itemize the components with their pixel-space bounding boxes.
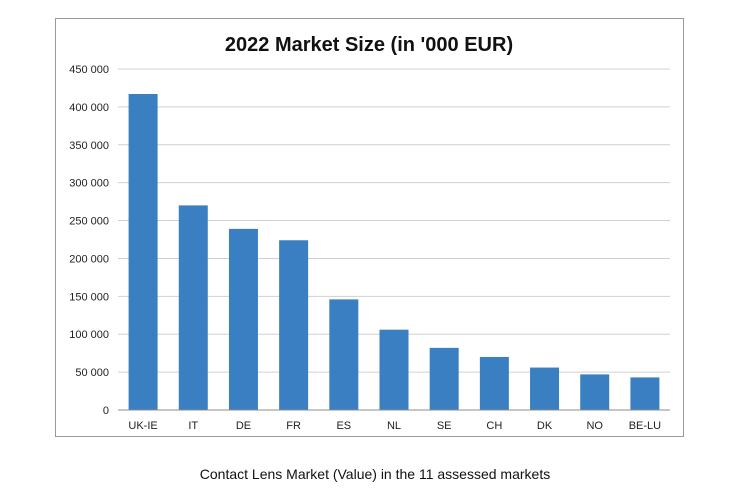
- x-tick-label: NL: [387, 420, 401, 432]
- x-tick-label: ES: [336, 420, 351, 432]
- x-tick-label: DE: [236, 420, 251, 432]
- bar-chart: 2022 Market Size (in '000 EUR) 0 50 000 10…: [69, 34, 670, 432]
- x-tick-label: UK-IE: [128, 420, 157, 432]
- x-tick-label: BE-LU: [629, 420, 661, 432]
- bar-es: [329, 299, 359, 410]
- y-tick-label: 400 000: [69, 102, 109, 114]
- chart-caption: Contact Lens Market (Value) in the 11 as…: [199, 466, 551, 482]
- chart-frame: 2022 Market Size (in '000 EUR) 0 50 000 10…: [55, 18, 684, 437]
- y-tick-label: 200 000: [69, 253, 109, 265]
- y-axis-tick-labels: 0 50 000 100 000 150 000 200 000 250 000 300 0…: [69, 64, 109, 417]
- y-tick-label: 250 000: [69, 216, 109, 228]
- x-axis-tick-labels: UK-IE IT DE FR ES NL SE CH DK NO BE-LU: [128, 420, 661, 432]
- x-tick-label: IT: [188, 420, 198, 432]
- y-tick-label: 300 000: [69, 178, 109, 190]
- bar-de: [228, 228, 258, 410]
- y-tick-label: 50 000: [75, 367, 109, 379]
- y-tick-label: 350 000: [69, 140, 109, 152]
- y-tick-label: 0: [103, 405, 109, 417]
- x-tick-label: SE: [437, 420, 452, 432]
- bar-nl: [379, 329, 409, 410]
- x-tick-label: FR: [286, 420, 301, 432]
- grid-lines: [118, 68, 670, 373]
- bar-fr: [279, 240, 309, 410]
- bar-se: [429, 347, 459, 410]
- bar-dk: [530, 367, 560, 410]
- bar-it: [178, 205, 208, 410]
- x-tick-label: NO: [586, 420, 603, 432]
- bar-no: [580, 374, 610, 410]
- x-tick-label: CH: [486, 420, 502, 432]
- y-tick-label: 150 000: [69, 291, 109, 303]
- y-tick-label: 450 000: [69, 64, 109, 76]
- bar-uk-ie: [128, 94, 158, 411]
- x-tick-label: DK: [537, 420, 553, 432]
- chart-title: 2022 Market Size (in '000 EUR): [225, 34, 513, 56]
- y-tick-label: 100 000: [69, 329, 109, 341]
- bar-be-lu: [630, 377, 660, 410]
- bar-ch: [479, 356, 509, 410]
- bars: [128, 94, 660, 411]
